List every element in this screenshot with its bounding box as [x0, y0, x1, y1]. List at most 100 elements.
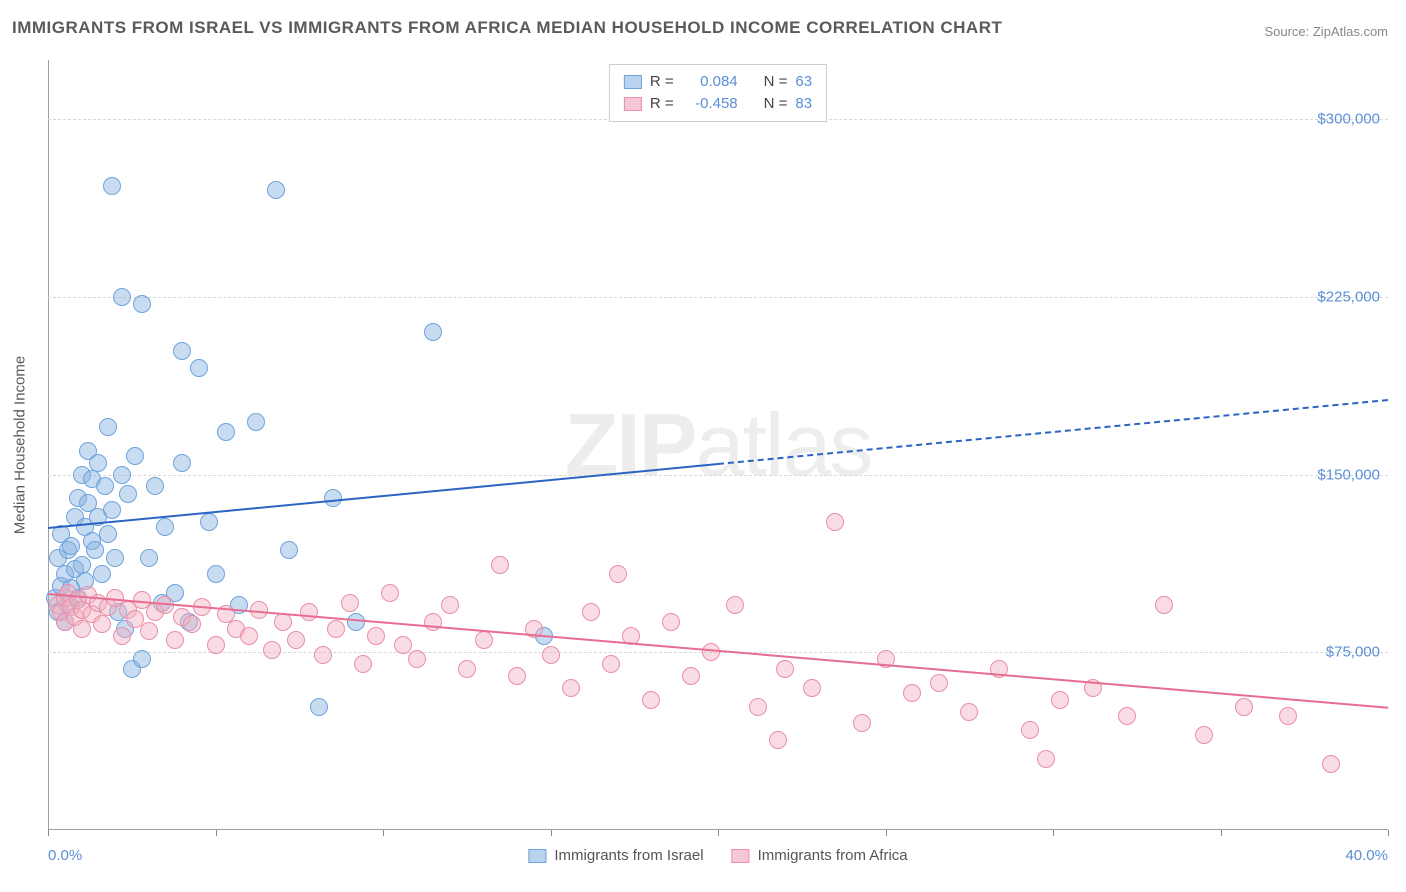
scatter-point-africa — [367, 627, 385, 645]
scatter-point-israel — [200, 513, 218, 531]
x-axis-min-label: 0.0% — [48, 847, 82, 864]
scatter-point-israel — [96, 477, 114, 495]
scatter-point-africa — [662, 613, 680, 631]
scatter-point-africa — [903, 684, 921, 702]
x-tick-mark — [886, 830, 887, 836]
legend-label: Immigrants from Africa — [758, 847, 908, 864]
scatter-point-africa — [542, 646, 560, 664]
scatter-point-africa — [394, 636, 412, 654]
scatter-point-africa — [1021, 721, 1039, 739]
scatter-point-africa — [826, 513, 844, 531]
scatter-point-israel — [126, 447, 144, 465]
scatter-point-africa — [749, 698, 767, 716]
legend-r-value: 0.084 — [682, 71, 738, 93]
x-tick-mark — [1388, 830, 1389, 836]
legend-r-label: R = — [650, 93, 674, 115]
scatter-point-israel — [310, 698, 328, 716]
scatter-point-africa — [1051, 691, 1069, 709]
scatter-point-africa — [327, 620, 345, 638]
y-tick-label: $300,000 — [1317, 111, 1380, 128]
trendline-israel — [48, 463, 718, 529]
scatter-point-israel — [119, 485, 137, 503]
scatter-point-africa — [408, 650, 426, 668]
scatter-point-africa — [1322, 755, 1340, 773]
scatter-point-africa — [381, 584, 399, 602]
scatter-point-israel — [73, 556, 91, 574]
scatter-point-africa — [853, 714, 871, 732]
scatter-point-africa — [1037, 750, 1055, 768]
scatter-point-africa — [642, 691, 660, 709]
scatter-point-israel — [103, 177, 121, 195]
scatter-point-israel — [190, 359, 208, 377]
legend-n-label: N = — [764, 93, 788, 115]
x-tick-mark — [551, 830, 552, 836]
scatter-point-israel — [140, 549, 158, 567]
scatter-point-israel — [106, 549, 124, 567]
watermark: ZIPatlas — [565, 394, 872, 496]
legend-n-label: N = — [764, 71, 788, 93]
scatter-point-israel — [217, 423, 235, 441]
legend-swatch — [732, 849, 750, 863]
scatter-point-africa — [475, 631, 493, 649]
scatter-point-africa — [769, 731, 787, 749]
scatter-point-israel — [86, 541, 104, 559]
y-tick-label: $150,000 — [1317, 466, 1380, 483]
scatter-point-africa — [140, 622, 158, 640]
scatter-point-africa — [240, 627, 258, 645]
scatter-point-israel — [280, 541, 298, 559]
scatter-point-israel — [99, 525, 117, 543]
scatter-point-africa — [803, 679, 821, 697]
scatter-point-africa — [300, 603, 318, 621]
scatter-point-israel — [173, 342, 191, 360]
trendline-africa — [48, 593, 1388, 709]
x-tick-mark — [48, 830, 49, 836]
x-tick-mark — [718, 830, 719, 836]
legend-stat-row: R =0.084N =63 — [624, 71, 812, 93]
x-axis-max-label: 40.0% — [1345, 847, 1388, 864]
y-tick-label: $225,000 — [1317, 288, 1380, 305]
scatter-point-africa — [183, 615, 201, 633]
scatter-point-africa — [341, 594, 359, 612]
y-axis-label: Median Household Income — [12, 356, 29, 534]
legend-n-value: 63 — [795, 71, 812, 93]
scatter-point-africa — [582, 603, 600, 621]
scatter-point-africa — [776, 660, 794, 678]
scatter-point-israel — [93, 565, 111, 583]
scatter-point-africa — [113, 627, 131, 645]
scatter-point-africa — [1118, 707, 1136, 725]
scatter-point-africa — [1155, 596, 1173, 614]
scatter-point-africa — [314, 646, 332, 664]
scatter-point-africa — [1279, 707, 1297, 725]
scatter-point-israel — [424, 323, 442, 341]
source-attribution: Source: ZipAtlas.com — [1264, 24, 1388, 39]
scatter-point-africa — [930, 674, 948, 692]
scatter-point-israel — [156, 518, 174, 536]
scatter-point-africa — [93, 615, 111, 633]
legend-swatch — [528, 849, 546, 863]
scatter-point-africa — [609, 565, 627, 583]
scatter-point-israel — [173, 454, 191, 472]
scatter-point-africa — [458, 660, 476, 678]
scatter-point-africa — [562, 679, 580, 697]
legend-r-value: -0.458 — [682, 93, 738, 115]
scatter-point-israel — [207, 565, 225, 583]
scatter-point-israel — [133, 295, 151, 313]
scatter-point-israel — [62, 537, 80, 555]
scatter-point-israel — [99, 418, 117, 436]
scatter-point-africa — [1195, 726, 1213, 744]
scatter-point-africa — [166, 631, 184, 649]
legend-item: Immigrants from Africa — [732, 847, 908, 864]
scatter-point-israel — [113, 288, 131, 306]
legend-swatch — [624, 97, 642, 111]
scatter-point-africa — [287, 631, 305, 649]
scatter-point-africa — [1235, 698, 1253, 716]
scatter-point-africa — [491, 556, 509, 574]
scatter-point-africa — [207, 636, 225, 654]
y-axis-line — [48, 60, 49, 830]
scatter-point-africa — [960, 703, 978, 721]
legend-stat-row: R =-0.458N =83 — [624, 93, 812, 115]
scatter-point-africa — [441, 596, 459, 614]
x-tick-mark — [1221, 830, 1222, 836]
legend-series: Immigrants from IsraelImmigrants from Af… — [528, 847, 907, 864]
legend-swatch — [624, 75, 642, 89]
